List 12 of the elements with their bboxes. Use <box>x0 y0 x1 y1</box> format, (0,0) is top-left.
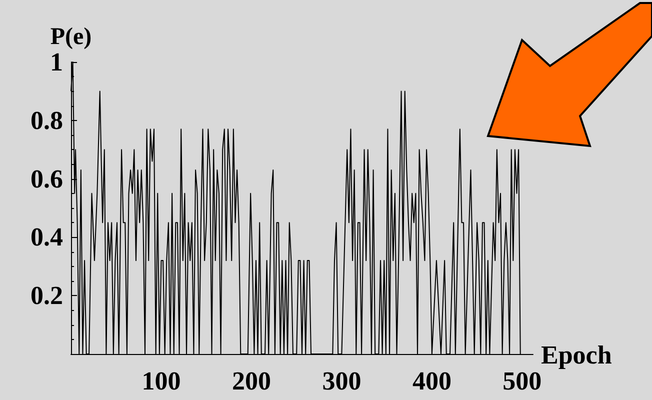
x-tick-label: 300 <box>322 366 362 396</box>
x-tick-label: 400 <box>412 366 452 396</box>
y-tick-label: 0.2 <box>30 281 63 310</box>
x-tick-label: 500 <box>502 366 542 396</box>
y-axis-title: P(e) <box>50 24 92 50</box>
x-tick-label: 100 <box>142 366 181 396</box>
y-tick-label: 0.8 <box>30 106 63 135</box>
y-tick-label: 1 <box>50 48 63 76</box>
x-tick-label: 200 <box>232 366 271 396</box>
y-tick-label: 0.4 <box>30 222 63 252</box>
y-tick-label: 0.6 <box>30 164 63 194</box>
x-axis-title: Epoch <box>541 340 612 370</box>
